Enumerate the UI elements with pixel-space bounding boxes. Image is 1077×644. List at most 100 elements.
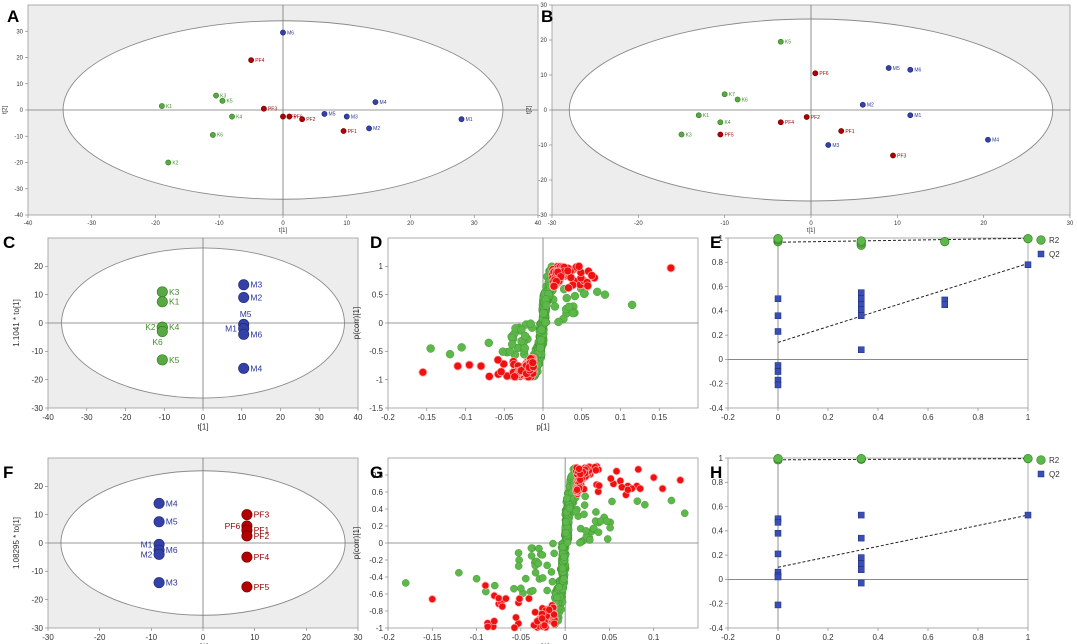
q2-point: [858, 560, 865, 567]
score-point-M3: [343, 113, 350, 120]
y-tick-label: -30: [31, 404, 43, 413]
x-tick-label: -0.2: [721, 413, 735, 422]
score-point-M3: [238, 279, 250, 291]
s-plot-point: [585, 536, 594, 544]
x-tick-label: -40: [42, 413, 54, 422]
score-point-M2: [859, 101, 866, 108]
s-plot-point: [542, 301, 551, 310]
score-point-PF5: [241, 581, 253, 593]
y-tick-label: -20: [538, 178, 547, 184]
s-plot-point: [563, 494, 571, 503]
score-point-K5: [777, 38, 784, 45]
panel-label: B: [541, 7, 553, 26]
score-point-label: M2: [867, 103, 874, 109]
y-tick-label: -20: [31, 375, 43, 384]
y-tick-label: 10: [34, 290, 43, 299]
s-plot-point: [555, 583, 564, 592]
r2-point: [940, 237, 950, 247]
score-point-PF2: [803, 114, 810, 120]
y-tick-label: 0.2: [372, 522, 384, 531]
s-plot-point: [520, 343, 530, 353]
x-tick-label: 1: [1026, 413, 1031, 422]
y-tick-label: 10: [16, 82, 23, 88]
legend-r2-label: R2: [1049, 456, 1060, 465]
x-tick-label: 0.8: [972, 413, 984, 422]
panel-B: -30 -20 -10 0 10 20 30 -30 -20 -10 0 10 20 30 t[1] t[2]…: [526, 3, 1074, 234]
y-tick-label: 30: [540, 3, 547, 9]
panel-label: A: [7, 7, 19, 26]
s-plot-point: [581, 492, 589, 501]
score-point-label: K4: [236, 114, 242, 120]
s-plot-point: [602, 517, 611, 526]
s-plot-point: [472, 574, 481, 583]
r2-point: [1023, 454, 1033, 464]
s-plot-point: [548, 577, 557, 586]
x-tick-label: 0.1: [648, 633, 660, 642]
y-tick-label: 0: [379, 319, 384, 328]
q2-point: [858, 579, 865, 587]
score-point-M6: [907, 66, 914, 73]
y-tick-label: 1: [719, 234, 724, 243]
score-point-label: M6: [914, 68, 921, 74]
panel-H: -0.2 0 0.2 0.4 0.6 0.8 1-0.4-0.200.20.40.60.81…: [709, 454, 1060, 642]
score-point-label: K4: [724, 120, 730, 126]
s-plot-significant-point: [476, 361, 486, 371]
panel-label: D: [370, 233, 382, 252]
y-axis-title: t[2]: [526, 106, 532, 115]
s-plot-point: [593, 287, 602, 297]
score-point-label: K7: [729, 92, 735, 98]
x-tick-label: 40: [354, 413, 363, 422]
x-tick-label: 0.4: [872, 633, 884, 642]
y-tick-label: -40: [14, 213, 23, 219]
score-point-label: PF5: [724, 132, 733, 138]
s-plot-significant-point: [453, 361, 463, 371]
s-plot-point: [547, 568, 556, 576]
x-tick-label: 30: [315, 413, 324, 422]
s-plot-significant-point: [545, 605, 554, 614]
score-point-label: M2: [373, 126, 380, 132]
s-plot-point: [517, 325, 526, 335]
y-axis-title: 1.08295 * to[1]: [12, 517, 21, 569]
score-point-label: M4: [166, 498, 178, 508]
s-plot-point: [541, 317, 550, 327]
s-plot-point: [538, 574, 547, 582]
x-axis-title: p[1]: [536, 643, 549, 644]
panel-label: G: [370, 463, 383, 482]
y-tick-label: -0.6: [369, 590, 383, 599]
x-tick-label: -30: [42, 633, 54, 642]
plot-interior: [728, 238, 1028, 408]
q2-point: [774, 295, 782, 302]
score-point-label: M2: [141, 549, 153, 559]
x-tick-label: -0.2: [381, 633, 395, 642]
panel-label: E: [710, 233, 721, 252]
s-plot-point: [529, 586, 537, 595]
s-plot-significant-point: [512, 613, 520, 622]
x-tick-label: -0.1: [470, 633, 484, 642]
s-plot-significant-point: [591, 466, 600, 475]
x-tick-label: 0: [776, 633, 781, 642]
y-tick-label: -0.4: [709, 404, 723, 413]
score-point-K3: [678, 131, 685, 138]
r2-regression-line: [777, 237, 1029, 243]
s-plot-point: [633, 497, 642, 505]
score-point-M3: [825, 142, 832, 148]
score-point-K4: [717, 119, 724, 126]
y-tick-label: 1: [379, 262, 384, 271]
legend-r2-label: R2: [1049, 236, 1060, 245]
legend-q2-marker: [1037, 250, 1045, 258]
score-point-K5: [156, 354, 168, 366]
y-axis-title: 1.1041 * to[1]: [12, 299, 21, 347]
score-point-label: K5: [785, 40, 791, 46]
x-tick-label: -40: [24, 221, 33, 227]
y-tick-label: 0.6: [712, 502, 724, 511]
score-point-label: M3: [250, 280, 262, 290]
score-point-label: M3: [166, 578, 178, 588]
x-tick-label: 0.2: [822, 413, 834, 422]
x-tick-label: 30: [471, 221, 478, 227]
s-plot-point: [531, 568, 540, 577]
x-tick-label: 20: [302, 633, 311, 642]
score-point-label: K1: [169, 297, 180, 307]
q2-point: [1024, 511, 1032, 519]
score-point-label: PF6: [819, 71, 828, 77]
s-plot-point: [680, 509, 689, 518]
